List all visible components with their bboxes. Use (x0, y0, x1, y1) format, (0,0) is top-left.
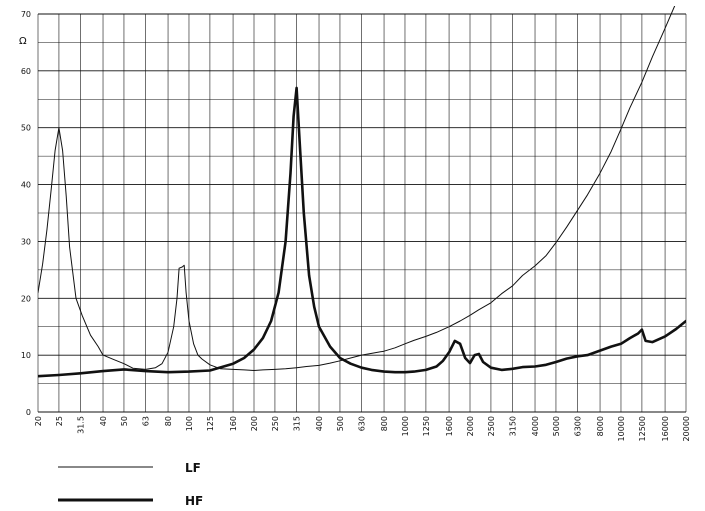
x-tick-label: 400 (315, 416, 324, 431)
x-tick-label: 200 (250, 416, 259, 431)
x-tick-label: 16000 (661, 416, 670, 441)
x-axis-ticks: 20 25 31.5 40 50 63 80 100 125 160 200 250 315 400 500… (34, 416, 691, 441)
legend: LF HF (58, 461, 203, 508)
x-tick-label: 1600 (445, 416, 454, 436)
y-tick-label: 70 (21, 10, 31, 19)
y-tick-label: 0 (26, 408, 31, 417)
x-tick-label: 5000 (552, 416, 561, 436)
x-tick-label: 20 (34, 416, 43, 426)
x-tick-label: 1250 (422, 416, 431, 436)
y-tick-label: 20 (21, 294, 31, 303)
x-tick-label: 50 (120, 416, 129, 426)
x-tick-label: 1000 (401, 416, 410, 436)
y-tick-label: 10 (21, 351, 31, 360)
x-tick-label: 160 (229, 416, 238, 431)
x-tick-label: 40 (99, 416, 108, 426)
x-tick-label: 3150 (509, 416, 518, 436)
x-tick-label: 2500 (487, 416, 496, 436)
series (38, 6, 686, 378)
x-tick-label: 100 (185, 416, 194, 431)
x-tick-label: 8000 (596, 416, 605, 436)
x-tick-label: 800 (380, 416, 389, 431)
x-tick-label: 20000 (682, 416, 691, 441)
x-tick-label: 250 (271, 416, 280, 431)
x-tick-label: 10000 (617, 416, 626, 441)
grid (37, 13, 687, 413)
x-tick-label: 12500 (638, 416, 647, 441)
y-tick-label: 60 (21, 67, 31, 76)
x-tick-label: 80 (164, 416, 173, 426)
y-tick-label: 30 (21, 237, 31, 246)
x-tick-label: 2000 (466, 416, 475, 436)
x-tick-label: 6300 (574, 416, 583, 436)
x-tick-label: 315 (293, 416, 302, 431)
y-axis-ticks: 0 10 20 30 40 50 60 70 (21, 10, 31, 417)
y-tick-label: 40 (21, 181, 31, 190)
x-tick-label: 630 (358, 416, 367, 431)
legend-label-lf: LF (185, 461, 201, 475)
x-tick-label: 500 (336, 416, 345, 431)
x-tick-label: 31.5 (77, 416, 86, 434)
x-tick-label: 125 (206, 416, 215, 431)
x-tick-label: 4000 (531, 416, 540, 436)
series-line-lf (38, 6, 676, 371)
x-tick-label: 63 (142, 416, 151, 426)
y-tick-label: 50 (21, 124, 31, 133)
y-axis-label: Ω (19, 36, 27, 47)
legend-label-hf: HF (185, 494, 203, 508)
series-line-hf (38, 86, 686, 378)
x-tick-label: 25 (55, 416, 64, 426)
